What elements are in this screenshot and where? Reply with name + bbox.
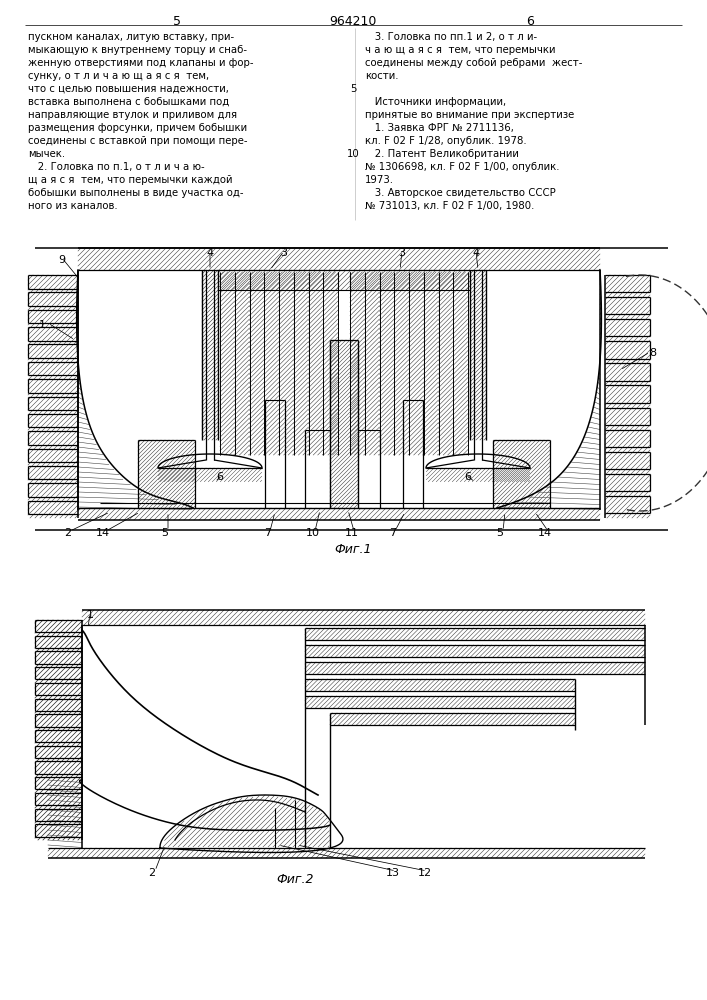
Text: 14: 14 xyxy=(96,528,110,538)
Text: 13: 13 xyxy=(386,868,400,878)
Text: 5: 5 xyxy=(350,84,356,94)
Text: 3. Головка по пп.1 и 2, о т л и-: 3. Головка по пп.1 и 2, о т л и- xyxy=(365,32,537,42)
Text: 7: 7 xyxy=(390,528,397,538)
Text: кл. F 02 F 1/28, опублик. 1978.: кл. F 02 F 1/28, опублик. 1978. xyxy=(365,136,527,146)
Text: мыкающую к внутреннему торцу и снаб-: мыкающую к внутреннему торцу и снаб- xyxy=(28,45,247,55)
Text: ного из каналов.: ного из каналов. xyxy=(28,201,117,211)
Text: 2: 2 xyxy=(64,528,71,538)
Text: 6: 6 xyxy=(216,472,223,482)
Text: 9: 9 xyxy=(59,255,66,265)
Text: 1973.: 1973. xyxy=(365,175,394,185)
Text: 2. Головка по п.1, о т л и ч а ю-: 2. Головка по п.1, о т л и ч а ю- xyxy=(28,162,204,172)
Text: женную отверстиями под клапаны и фор-: женную отверстиями под клапаны и фор- xyxy=(28,58,254,68)
Text: принятые во внимание при экспертизе: принятые во внимание при экспертизе xyxy=(365,110,574,120)
Text: 1. Заявка ФРГ № 2711136,: 1. Заявка ФРГ № 2711136, xyxy=(365,123,514,133)
Text: 4: 4 xyxy=(206,248,214,258)
Text: 11: 11 xyxy=(345,528,359,538)
Text: бобышки выполнены в виде участка од-: бобышки выполнены в виде участка од- xyxy=(28,188,243,198)
Text: 8: 8 xyxy=(650,348,657,358)
Text: кости.: кости. xyxy=(365,71,399,81)
Text: 3: 3 xyxy=(281,248,288,258)
Text: сунку, о т л и ч а ю щ а я с я  тем,: сунку, о т л и ч а ю щ а я с я тем, xyxy=(28,71,209,81)
Text: 5: 5 xyxy=(173,15,181,28)
Text: № 731013, кл. F 02 F 1/00, 1980.: № 731013, кл. F 02 F 1/00, 1980. xyxy=(365,201,534,211)
Text: 10: 10 xyxy=(306,528,320,538)
Text: 3: 3 xyxy=(399,248,406,258)
Text: 1: 1 xyxy=(86,610,93,620)
Text: 3. Авторское свидетельство СССР: 3. Авторское свидетельство СССР xyxy=(365,188,556,198)
Text: 6: 6 xyxy=(526,15,534,28)
Text: направляющие втулок и приливом для: направляющие втулок и приливом для xyxy=(28,110,237,120)
Text: 10: 10 xyxy=(346,149,359,159)
Text: ч а ю щ а я с я  тем, что перемычки: ч а ю щ а я с я тем, что перемычки xyxy=(365,45,556,55)
Text: 5: 5 xyxy=(161,528,168,538)
Text: Фиг.1: Фиг.1 xyxy=(334,543,372,556)
Text: пускном каналах, литую вставку, при-: пускном каналах, литую вставку, при- xyxy=(28,32,234,42)
Text: соединены между собой ребрами  жест-: соединены между собой ребрами жест- xyxy=(365,58,583,68)
Text: 2. Патент Великобритании: 2. Патент Великобритании xyxy=(365,149,519,159)
Text: 5: 5 xyxy=(496,528,503,538)
Text: 1: 1 xyxy=(38,320,45,330)
Text: 7: 7 xyxy=(264,528,271,538)
Text: размещения форсунки, причем бобышки: размещения форсунки, причем бобышки xyxy=(28,123,247,133)
Text: Фиг.2: Фиг.2 xyxy=(276,873,314,886)
Text: вставка выполнена с бобышками под: вставка выполнена с бобышками под xyxy=(28,97,229,107)
Text: 4: 4 xyxy=(472,248,479,258)
Text: 964210: 964210 xyxy=(329,15,377,28)
Text: 2: 2 xyxy=(148,868,156,878)
Text: соединены с вставкой при помощи пере-: соединены с вставкой при помощи пере- xyxy=(28,136,247,146)
Text: Источники информации,: Источники информации, xyxy=(365,97,506,107)
Text: № 1306698, кл. F 02 F 1/00, опублик.: № 1306698, кл. F 02 F 1/00, опублик. xyxy=(365,162,559,172)
Text: 14: 14 xyxy=(538,528,552,538)
Text: что с целью повышения надежности,: что с целью повышения надежности, xyxy=(28,84,229,94)
Text: 6: 6 xyxy=(464,472,472,482)
Text: 12: 12 xyxy=(418,868,432,878)
Text: мычек.: мычек. xyxy=(28,149,65,159)
Text: щ а я с я  тем, что перемычки каждой: щ а я с я тем, что перемычки каждой xyxy=(28,175,233,185)
